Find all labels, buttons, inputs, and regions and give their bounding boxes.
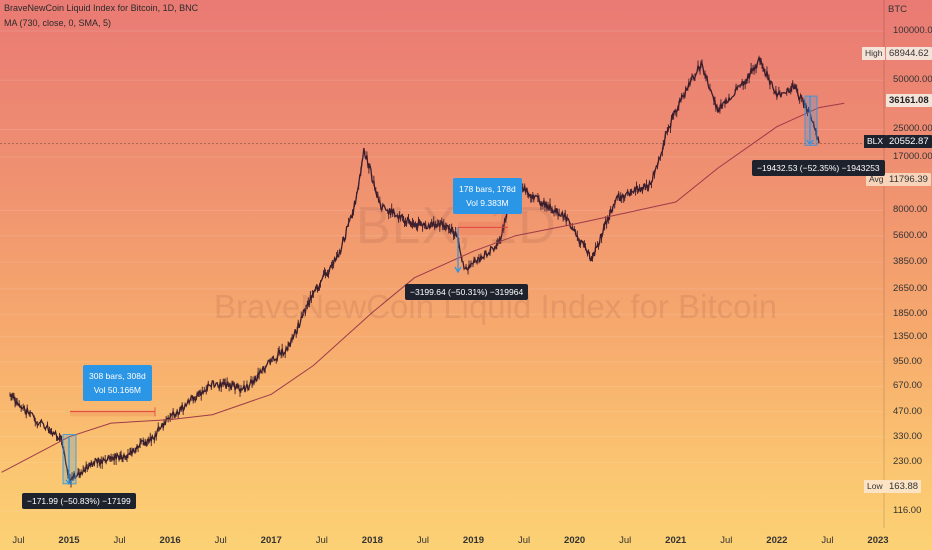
y-tick-label: 470.00 [893, 405, 923, 417]
measure-label-2022[interactable]: −19432.53 (−52.35%) −1943253 [752, 160, 885, 176]
y-tick-label: 3850.00 [893, 256, 928, 268]
measure-arrowhead-2015 [65, 479, 73, 485]
y-tick-label: 25000.00 [893, 123, 932, 135]
measure-label-2015[interactable]: −171.99 (−50.83%) −17199 [22, 493, 136, 509]
x-tick-label: Jul [113, 535, 126, 546]
x-tick-label: Jul [619, 535, 632, 546]
y-tick-label: 230.00 [893, 456, 923, 468]
low-value: 163.88 [886, 480, 922, 493]
range-info-2015[interactable]: 308 bars, 308d Vol 50.166M [83, 365, 152, 401]
x-tick-label: Jul [315, 535, 328, 546]
measure-label-2018[interactable]: −3199.64 (−50.31%) −319964 [405, 284, 529, 300]
avg-tag: Avg [866, 173, 887, 186]
x-tick-label: Jul [12, 535, 25, 546]
x-tick-label: 2017 [260, 535, 282, 546]
high-tag: High [862, 47, 886, 60]
y-tick-label: 1850.00 [893, 308, 928, 320]
ma-indicator-label[interactable]: MA (730, close, 0, SMA, 5) [4, 18, 112, 28]
y-tick-label: 17000.00 [893, 150, 932, 162]
x-tick-label: 2020 [564, 535, 586, 546]
x-tick-label: Jul [416, 535, 430, 546]
y-tick-label: 1350.00 [893, 330, 928, 342]
ma-line [1, 102, 845, 473]
last-tag: BLX [864, 135, 887, 148]
chart-title: BraveNewCoin Liquid Index for Bitcoin, 1… [4, 3, 199, 13]
measure-box-2022 [804, 95, 818, 146]
y-tick-label: 5600.00 [893, 229, 928, 241]
y-tick-label: 2650.00 [893, 282, 928, 294]
y-tick-label: 50000.00 [893, 74, 932, 86]
y-tick-label: 950.00 [893, 355, 923, 367]
range-info-bars: 178 bars, 178d [459, 184, 516, 194]
x-tick-label: 2021 [665, 535, 687, 546]
range-info-volume: Vol 50.166M [93, 385, 141, 395]
y-tick-label: 670.00 [893, 380, 923, 392]
x-tick-label: Jul [517, 535, 531, 546]
measure-arrowhead-2022 [806, 139, 814, 146]
x-tick-label: 2023 [867, 535, 889, 546]
measure-arrowhead-2018 [454, 266, 462, 274]
ma-value: 36161.08 [886, 94, 932, 107]
x-tick-label: 2016 [159, 535, 181, 546]
x-tick-label: Jul [720, 535, 733, 546]
range-info-2019[interactable]: 178 bars, 178d Vol 9.383M [453, 178, 522, 214]
x-tick-label: 2015 [58, 535, 80, 546]
y-tick-label: 330.00 [893, 430, 923, 442]
range-info-bars: 308 bars, 308d [89, 371, 146, 381]
low-tag: Low [864, 480, 886, 493]
last-value: 20552.87 [886, 135, 932, 148]
range-box-2015 [70, 410, 155, 417]
price-series [9, 55, 820, 483]
high-value: 68944.62 [886, 47, 932, 60]
avg-value: 11796.39 [886, 173, 931, 186]
x-tick-label: 2018 [361, 535, 383, 546]
range-info-volume: Vol 9.383M [466, 198, 509, 208]
x-tick-label: 2022 [766, 535, 788, 546]
x-tick-label: 2019 [462, 535, 485, 546]
currency-label: BTC [888, 4, 907, 15]
y-tick-label: 8000.00 [893, 204, 928, 216]
x-tick-label: Jul [214, 535, 227, 546]
x-tick-label: Jul [821, 535, 834, 546]
y-tick-label: 116.00 [893, 505, 922, 516]
range-box-2019 [458, 221, 508, 236]
y-tick-label: 100000.00 [893, 25, 932, 36]
